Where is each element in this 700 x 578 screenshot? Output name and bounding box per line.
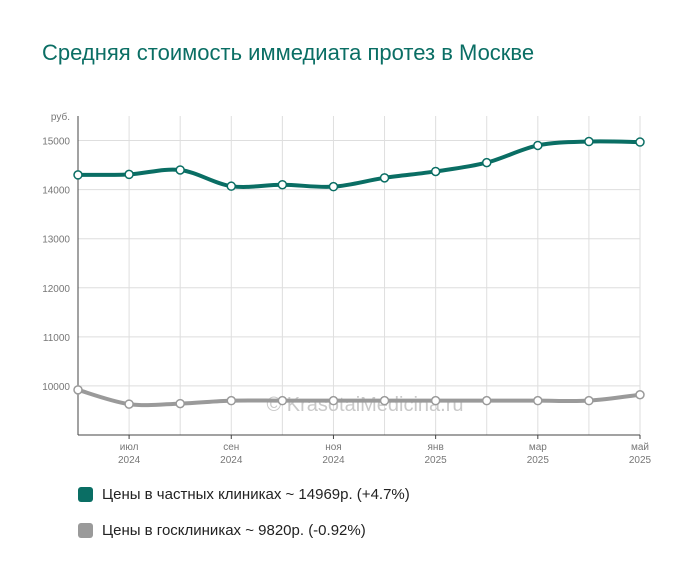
data-point-1[interactable] xyxy=(379,395,390,406)
data-point-1[interactable] xyxy=(175,398,185,409)
data-point-1[interactable] xyxy=(226,395,237,406)
legend-item-private[interactable]: Цены в частных клиниках ~ 14969р. (+4.7%… xyxy=(78,484,410,504)
data-point-0[interactable] xyxy=(379,173,390,183)
y-tick-label: 11000 xyxy=(43,333,71,344)
data-point-0[interactable] xyxy=(175,165,185,175)
y-tick-label: 14000 xyxy=(42,186,70,197)
x-tick-month: май xyxy=(631,442,649,453)
data-point-1[interactable] xyxy=(277,395,288,406)
data-point-1[interactable] xyxy=(124,399,134,409)
data-point-1[interactable] xyxy=(481,395,492,406)
x-tick-year: 2025 xyxy=(629,455,652,466)
data-point-0[interactable] xyxy=(584,136,594,147)
legend-label-private: Цены в частных клиниках ~ 14969р. (+4.7%… xyxy=(102,485,410,503)
x-tick-month: сен xyxy=(223,442,239,453)
data-point-1[interactable] xyxy=(635,390,645,400)
y-tick-label: 15000 xyxy=(42,137,70,148)
data-point-0[interactable] xyxy=(635,137,645,147)
series-line-0 xyxy=(76,139,642,189)
x-tick-month: ноя xyxy=(325,442,342,453)
data-point-0[interactable] xyxy=(226,181,237,191)
x-tick-year: 2025 xyxy=(527,455,550,466)
data-point-0[interactable] xyxy=(73,170,83,180)
x-tick-month: янв xyxy=(428,442,444,453)
y-tick-label: 12000 xyxy=(42,284,70,295)
data-point-0[interactable] xyxy=(430,166,441,177)
data-point-1[interactable] xyxy=(533,395,543,406)
legend-label-public: Цены в госклиниках ~ 9820р. (-0.92%) xyxy=(102,521,366,539)
y-tick-label: 10000 xyxy=(42,382,70,393)
x-tick-year: 2024 xyxy=(118,455,141,466)
x-tick-month: июл xyxy=(120,442,139,453)
data-point-1[interactable] xyxy=(584,395,594,406)
legend-item-public[interactable]: Цены в госклиниках ~ 9820р. (-0.92%) xyxy=(78,520,410,540)
data-point-0[interactable] xyxy=(124,169,134,180)
data-point-1[interactable] xyxy=(328,395,339,406)
y-unit-label: руб. xyxy=(51,111,70,123)
data-point-0[interactable] xyxy=(481,157,492,168)
x-tick-year: 2024 xyxy=(322,455,345,466)
data-point-0[interactable] xyxy=(533,140,543,151)
y-tick-label: 13000 xyxy=(42,235,70,246)
data-point-1[interactable] xyxy=(430,395,441,406)
legend-swatch-private xyxy=(78,486,93,502)
legend: Цены в частных клиниках ~ 14969р. (+4.7%… xyxy=(78,484,410,556)
x-tick-month: мар xyxy=(529,442,547,453)
chart-title: Средняя стоимость иммедиата протез в Мос… xyxy=(42,40,535,65)
data-point-0[interactable] xyxy=(328,181,339,192)
data-point-0[interactable] xyxy=(277,179,288,190)
legend-swatch-public xyxy=(78,522,93,538)
data-point-1[interactable] xyxy=(73,385,83,395)
x-tick-year: 2024 xyxy=(220,455,243,466)
x-tick-year: 2025 xyxy=(425,455,448,466)
